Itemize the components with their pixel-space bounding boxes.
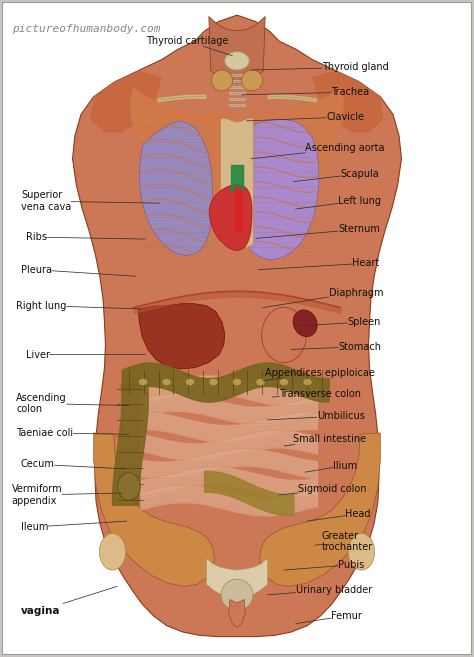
Ellipse shape: [303, 379, 312, 385]
Text: Appendices epiploicae: Appendices epiploicae: [263, 368, 375, 380]
Circle shape: [100, 533, 126, 570]
Ellipse shape: [162, 379, 171, 385]
Text: Transverse colon: Transverse colon: [272, 389, 361, 399]
Ellipse shape: [256, 379, 264, 385]
Text: Ascending aorta: Ascending aorta: [251, 143, 384, 159]
Text: Left lung: Left lung: [296, 196, 381, 209]
Polygon shape: [138, 304, 225, 369]
Polygon shape: [139, 121, 212, 256]
Ellipse shape: [118, 473, 140, 500]
Text: Ileum: Ileum: [21, 521, 127, 532]
Polygon shape: [210, 185, 252, 250]
Text: pictureofhumanbody.com: pictureofhumanbody.com: [12, 24, 161, 34]
Ellipse shape: [225, 52, 249, 70]
Text: Small intestine: Small intestine: [284, 434, 366, 446]
Text: Trachea: Trachea: [242, 87, 369, 97]
Text: Liver: Liver: [26, 350, 146, 359]
Polygon shape: [207, 558, 267, 599]
Text: Stomach: Stomach: [291, 342, 381, 351]
Text: Taeniae coli: Taeniae coli: [16, 428, 129, 438]
Text: Superior
vena cava: Superior vena cava: [21, 191, 159, 212]
Text: Urinary bladder: Urinary bladder: [267, 585, 372, 595]
Polygon shape: [73, 15, 401, 637]
Ellipse shape: [293, 310, 317, 336]
Text: Spleen: Spleen: [298, 317, 381, 327]
Ellipse shape: [280, 379, 288, 385]
Text: Pleura: Pleura: [21, 265, 136, 277]
Polygon shape: [209, 16, 265, 83]
Text: Umbilicus: Umbilicus: [267, 411, 365, 421]
Text: Pubis: Pubis: [284, 560, 364, 570]
Polygon shape: [91, 71, 162, 133]
Text: Heart: Heart: [258, 258, 379, 270]
Text: Cecum: Cecum: [21, 459, 125, 469]
Text: Greater
trochanter: Greater trochanter: [315, 530, 373, 552]
Text: Right lung: Right lung: [16, 301, 141, 311]
Ellipse shape: [186, 379, 194, 385]
Polygon shape: [228, 599, 246, 627]
Text: Vermiform
appendix: Vermiform appendix: [11, 484, 122, 506]
Ellipse shape: [139, 379, 147, 385]
Polygon shape: [312, 71, 383, 133]
Ellipse shape: [262, 307, 306, 363]
Text: Ilium: Ilium: [305, 461, 357, 472]
Text: Ascending
colon: Ascending colon: [16, 393, 129, 415]
Text: Clavicle: Clavicle: [246, 112, 365, 122]
Ellipse shape: [221, 579, 253, 610]
Ellipse shape: [241, 70, 263, 91]
Ellipse shape: [210, 379, 218, 385]
Text: vagina: vagina: [21, 586, 117, 616]
Text: Diaphragm: Diaphragm: [263, 288, 383, 307]
Text: Thyroid gland: Thyroid gland: [251, 62, 388, 72]
Polygon shape: [260, 433, 380, 586]
Circle shape: [348, 533, 374, 570]
Ellipse shape: [233, 379, 241, 385]
Polygon shape: [94, 433, 214, 586]
Text: Sternum: Sternum: [256, 224, 380, 238]
Text: Head: Head: [308, 509, 371, 521]
Polygon shape: [234, 120, 319, 260]
Text: Thyroid cartilage: Thyroid cartilage: [146, 36, 232, 56]
Text: Scapula: Scapula: [293, 169, 379, 181]
Text: Ribs: Ribs: [26, 232, 146, 242]
Text: Sigmoid colon: Sigmoid colon: [279, 484, 366, 495]
Polygon shape: [220, 118, 254, 250]
Text: Femur: Femur: [296, 611, 362, 623]
Ellipse shape: [211, 70, 233, 91]
Polygon shape: [130, 87, 344, 228]
